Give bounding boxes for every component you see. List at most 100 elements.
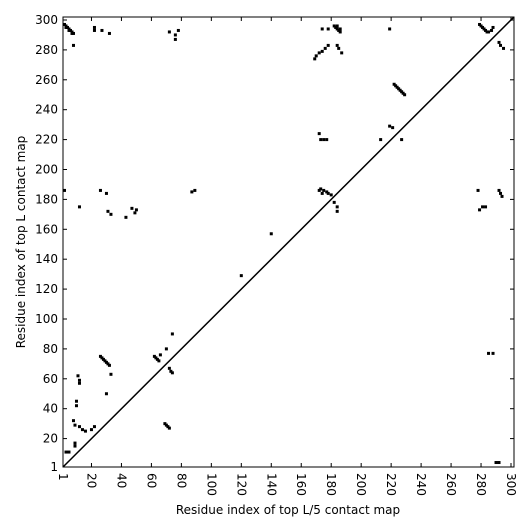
y-axis-label: Residue index of top L contact map (14, 136, 28, 349)
contact-point (173, 37, 177, 41)
contact-point (77, 381, 81, 385)
x-tick-label: 80 (174, 473, 188, 488)
x-tick-label: 280 (474, 473, 488, 496)
contact-point (170, 371, 174, 375)
contact-point (107, 363, 111, 367)
contact-point (400, 138, 404, 142)
contact-point (326, 43, 330, 47)
contact-point (391, 126, 395, 130)
y-tick-label: 40 (43, 402, 58, 416)
contact-point (64, 450, 68, 454)
y-tick-label: 260 (35, 73, 58, 87)
contact-point (77, 378, 81, 382)
contact-point (499, 43, 503, 47)
diagonal-line (62, 16, 515, 468)
y-tick-label: 140 (35, 252, 58, 266)
contact-point (124, 215, 128, 219)
contact-point (487, 351, 491, 355)
contact-point (73, 444, 77, 448)
contact-point (104, 191, 108, 195)
y-tick-label: 120 (35, 282, 58, 296)
contact-point (83, 429, 87, 433)
contact-point (320, 191, 324, 195)
contact-point (320, 49, 324, 53)
contact-point (109, 212, 113, 216)
x-tick-label: 40 (114, 473, 128, 488)
contact-point (499, 191, 503, 195)
contact-point (388, 124, 392, 128)
contact-point (478, 208, 482, 212)
x-axis-label: Residue index of top L/5 contact map (176, 503, 400, 517)
contact-point (497, 188, 501, 192)
contact-point (158, 353, 162, 357)
y-tick-label: 240 (35, 103, 58, 117)
contact-point (494, 461, 498, 465)
y-tick-label: 220 (35, 133, 58, 147)
contact-point (92, 28, 96, 32)
contact-point (403, 93, 407, 97)
contact-point (326, 191, 330, 195)
y-tick-label: 100 (35, 312, 58, 326)
contact-point (322, 188, 326, 192)
contact-point (76, 374, 80, 378)
contact-point (107, 31, 111, 35)
x-tick-label: 200 (354, 473, 368, 496)
contact-point (89, 428, 93, 432)
contact-point (73, 441, 77, 445)
contact-point (497, 40, 501, 44)
y-tick-label: 160 (35, 222, 58, 236)
contact-point (335, 43, 339, 47)
contact-point (73, 423, 77, 427)
contact-point (130, 206, 134, 210)
contact-point (80, 428, 84, 432)
contact-point (314, 54, 318, 58)
contact-point (133, 211, 137, 215)
contact-point (74, 399, 78, 403)
contact-point (335, 24, 339, 28)
contact-point (323, 46, 327, 50)
contact-point (190, 190, 194, 194)
contact-point (337, 46, 341, 50)
contact-point (317, 132, 321, 136)
contact-point (104, 392, 108, 396)
contact-point (338, 27, 342, 31)
contact-point (500, 194, 504, 198)
contact-point (269, 232, 273, 236)
x-tick-label: 180 (324, 473, 338, 496)
x-tick-label: 120 (234, 473, 248, 496)
contact-point (64, 25, 68, 29)
contact-point (487, 30, 491, 34)
contact-point (319, 187, 323, 191)
contact-point (92, 25, 96, 29)
y-tick-label: 200 (35, 162, 58, 176)
contact-point (106, 209, 110, 213)
y-tick-label: 80 (43, 342, 58, 356)
contact-point (497, 461, 501, 465)
x-tick-label: 240 (414, 473, 428, 496)
contact-point (239, 274, 243, 278)
contact-point (71, 419, 75, 423)
contact-point (481, 205, 485, 209)
contact-point (164, 347, 168, 351)
contact-point (74, 404, 78, 408)
y-tick-label: 300 (35, 13, 58, 27)
x-tick-label: 160 (294, 473, 308, 496)
y-tick-label: 180 (35, 192, 58, 206)
contact-point (476, 188, 480, 192)
contact-point (490, 28, 494, 32)
contact-point (491, 351, 495, 355)
contact-point (332, 200, 336, 204)
contact-point (317, 51, 321, 55)
contact-point (340, 51, 344, 55)
contact-point (92, 425, 96, 429)
contact-point (77, 425, 81, 429)
contact-point (320, 27, 324, 31)
contact-point (70, 31, 74, 35)
x-tick-label: 300 (504, 473, 518, 496)
contact-point (134, 208, 138, 212)
contact-point (157, 359, 161, 363)
y-tick-label: 280 (35, 43, 58, 57)
contact-point (176, 28, 180, 32)
x-tick-label: 140 (264, 473, 278, 496)
